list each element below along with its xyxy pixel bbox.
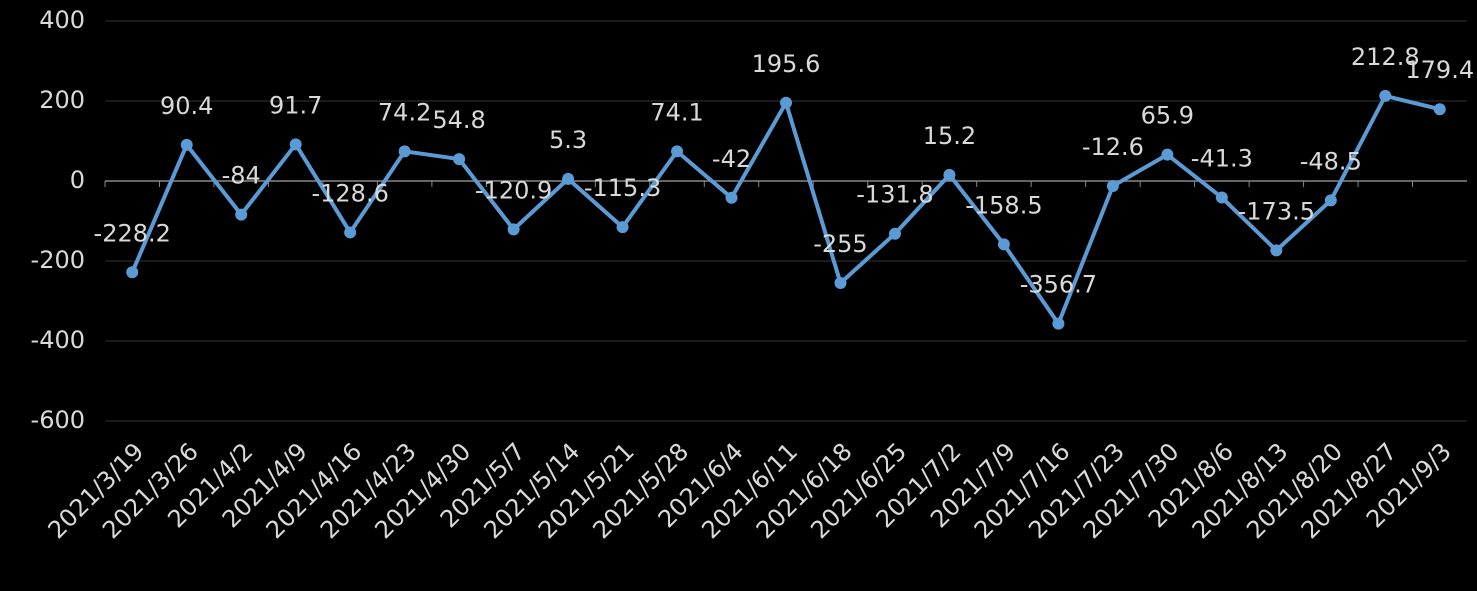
data-point	[289, 138, 302, 151]
y-tick-label: -400	[31, 326, 85, 354]
data-label: -115.3	[584, 174, 661, 202]
data-label: -42	[712, 145, 751, 173]
data-label: 74.1	[650, 98, 703, 126]
data-label: 91.7	[269, 91, 322, 119]
data-label: -173.5	[1238, 197, 1315, 225]
data-label: 5.3	[549, 126, 587, 154]
data-label: -356.7	[1020, 271, 1097, 299]
data-point	[1270, 244, 1283, 257]
data-label: -41.3	[1191, 145, 1253, 173]
data-point	[126, 266, 139, 279]
data-label: -12.6	[1082, 133, 1144, 161]
data-point	[453, 153, 466, 166]
data-label: 54.8	[432, 106, 485, 134]
data-point	[1215, 191, 1228, 204]
data-point	[1379, 89, 1392, 102]
data-label: 90.4	[160, 92, 213, 120]
data-label: 195.6	[752, 50, 821, 78]
data-point	[671, 145, 684, 158]
y-tick-label: 0	[70, 166, 85, 194]
data-label: 65.9	[1141, 102, 1194, 130]
data-point	[235, 208, 248, 221]
data-point	[180, 138, 193, 151]
data-label: -255	[813, 230, 867, 258]
data-point	[616, 221, 629, 234]
data-label: 74.2	[378, 98, 431, 126]
data-label: -131.8	[856, 181, 933, 209]
data-label: 212.8	[1351, 43, 1420, 71]
y-tick-label: 400	[39, 6, 85, 34]
data-point	[398, 145, 411, 158]
data-label: -158.5	[965, 191, 1042, 219]
data-point	[943, 168, 956, 181]
data-point	[1106, 180, 1119, 193]
data-point	[997, 238, 1010, 251]
y-tick-label: -600	[31, 406, 85, 434]
data-point	[888, 227, 901, 240]
data-point	[780, 96, 792, 109]
data-label: -228.2	[94, 219, 171, 247]
data-point	[1324, 194, 1337, 207]
data-point	[562, 172, 575, 185]
data-label: -120.9	[475, 176, 552, 204]
y-tick-label: 200	[39, 86, 85, 114]
data-point	[1052, 317, 1065, 330]
data-label: -48.5	[1300, 147, 1362, 175]
data-label: 179.4	[1405, 56, 1474, 84]
data-point	[507, 223, 520, 236]
y-tick-label: -200	[31, 246, 85, 274]
data-label: 15.2	[923, 122, 976, 150]
data-label: -84	[222, 162, 261, 190]
data-point	[725, 191, 738, 204]
data-point	[344, 226, 357, 239]
data-label: -128.6	[311, 179, 388, 207]
data-point	[1433, 103, 1446, 116]
data-point	[1161, 148, 1174, 161]
data-point	[834, 277, 847, 289]
